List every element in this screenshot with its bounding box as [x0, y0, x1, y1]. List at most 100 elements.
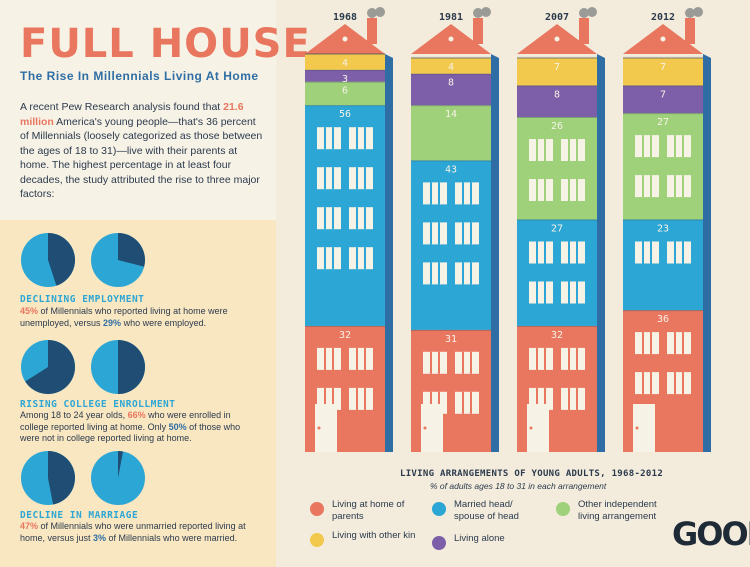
- smoke-puff: [367, 8, 377, 18]
- window-frame: [536, 139, 538, 161]
- window-frame: [642, 135, 644, 158]
- window-frame: [568, 387, 570, 410]
- window: [561, 179, 585, 201]
- factor-1-pie-a: [21, 233, 76, 287]
- window-frame: [332, 247, 334, 270]
- page-title: FULL HOUSE: [20, 21, 311, 67]
- window: [529, 281, 553, 304]
- factor-2-text-b: of those who were not in college reporte…: [20, 421, 241, 444]
- window-frame: [568, 139, 570, 161]
- legend-item-alone: Living alone: [432, 533, 537, 550]
- window-frame: [356, 167, 358, 190]
- window-frame: [430, 222, 432, 245]
- window: [667, 175, 691, 198]
- window: [455, 222, 479, 245]
- factor-1-pct-a: 45%: [20, 306, 39, 316]
- segment-alone-2007: [517, 85, 597, 117]
- value-label-alone-1968: 3: [342, 74, 348, 85]
- roof-side: [703, 54, 711, 64]
- window-frame: [332, 127, 334, 150]
- window-frame: [470, 222, 472, 245]
- factor-3-text-b: of Millennials who were married.: [106, 532, 238, 543]
- intro-paragraph: A recent Pew Research analysis found tha…: [20, 100, 266, 202]
- factor-1-pie-b: [91, 233, 145, 287]
- window-frame: [642, 332, 644, 355]
- smoke-puff: [587, 7, 597, 17]
- window-frame: [324, 167, 326, 190]
- window-frame: [470, 182, 472, 205]
- window-frame: [324, 247, 326, 270]
- chart-title: LIVING ARRANGEMENTS OF YOUNG ADULTS, 196…: [400, 469, 664, 479]
- window: [423, 182, 447, 205]
- window-frame: [576, 179, 578, 201]
- window: [635, 372, 659, 395]
- roof-vent: [554, 36, 560, 42]
- window-frame: [356, 387, 358, 410]
- segment-independent-2012: [623, 113, 703, 220]
- window: [455, 182, 479, 205]
- window-frame: [462, 222, 464, 245]
- factor-2-text-a: who were enrolled in college reported li…: [20, 410, 231, 432]
- building-side: [703, 58, 711, 452]
- pie-slice: [25, 340, 75, 394]
- factor-3-text-a: of Millennials who were unmarried report…: [20, 521, 246, 543]
- segment-independent-2007: [517, 117, 597, 220]
- value-label-kin-2012: 7: [660, 62, 666, 73]
- pie-slice: [48, 451, 75, 505]
- legend-swatch-kin: [310, 533, 324, 547]
- window: [317, 127, 341, 150]
- chimney: [579, 18, 589, 44]
- window-frame: [642, 241, 644, 264]
- factor-1-heading: DECLINING EMPLOYMENT: [20, 294, 145, 305]
- value-label-independent-1968: 6: [342, 86, 348, 97]
- window: [349, 167, 373, 190]
- window-frame: [332, 387, 334, 410]
- window: [635, 135, 659, 158]
- window-frame: [462, 391, 464, 414]
- window-frame: [364, 387, 366, 410]
- window: [635, 241, 659, 264]
- factor-2-pie-b: [91, 340, 145, 394]
- window-frame: [364, 167, 366, 190]
- window-frame: [544, 241, 546, 264]
- factor-2-pct-b: 50%: [168, 421, 187, 432]
- window: [349, 247, 373, 270]
- door: [421, 404, 443, 452]
- segment-independent-1981: [411, 105, 491, 161]
- building-2012: 36 23 27 7 7: [623, 7, 711, 452]
- segment-alone-1968: [305, 69, 385, 82]
- window-frame: [650, 135, 652, 158]
- window-frame: [430, 262, 432, 285]
- segment-kin-2007: [517, 57, 597, 86]
- year-label-1981: 1981: [439, 12, 463, 23]
- window-frame: [650, 241, 652, 264]
- window-frame: [568, 347, 570, 370]
- window-frame: [430, 391, 432, 414]
- factor-1-pies: [20, 232, 146, 288]
- window-frame: [674, 372, 676, 395]
- window-frame: [544, 281, 546, 304]
- window-frame: [536, 281, 538, 304]
- floor-line: [623, 56, 703, 59]
- window: [561, 241, 585, 264]
- window-frame: [682, 135, 684, 158]
- value-label-married-2007: 27: [551, 224, 563, 235]
- window-frame: [650, 332, 652, 355]
- year-label-2007: 2007: [545, 12, 569, 23]
- pie-slice: [118, 233, 145, 267]
- value-label-independent-1981: 14: [445, 109, 457, 120]
- factor-3-pie-b: [91, 451, 145, 505]
- window-frame: [642, 372, 644, 395]
- page-subtitle: The Rise In Millennials Living At Home: [20, 69, 259, 83]
- window: [561, 347, 585, 370]
- window: [635, 332, 659, 355]
- pie-slice: [118, 340, 145, 394]
- window: [561, 281, 585, 304]
- window-frame: [568, 281, 570, 304]
- window-frame: [430, 351, 432, 374]
- building-side: [491, 58, 499, 452]
- roof-side: [491, 54, 499, 64]
- factor-1-text-b: who were employed.: [121, 317, 207, 328]
- smoke-puff: [481, 7, 491, 17]
- factor-2-heading: RISING COLLEGE ENROLLMENT: [20, 399, 176, 410]
